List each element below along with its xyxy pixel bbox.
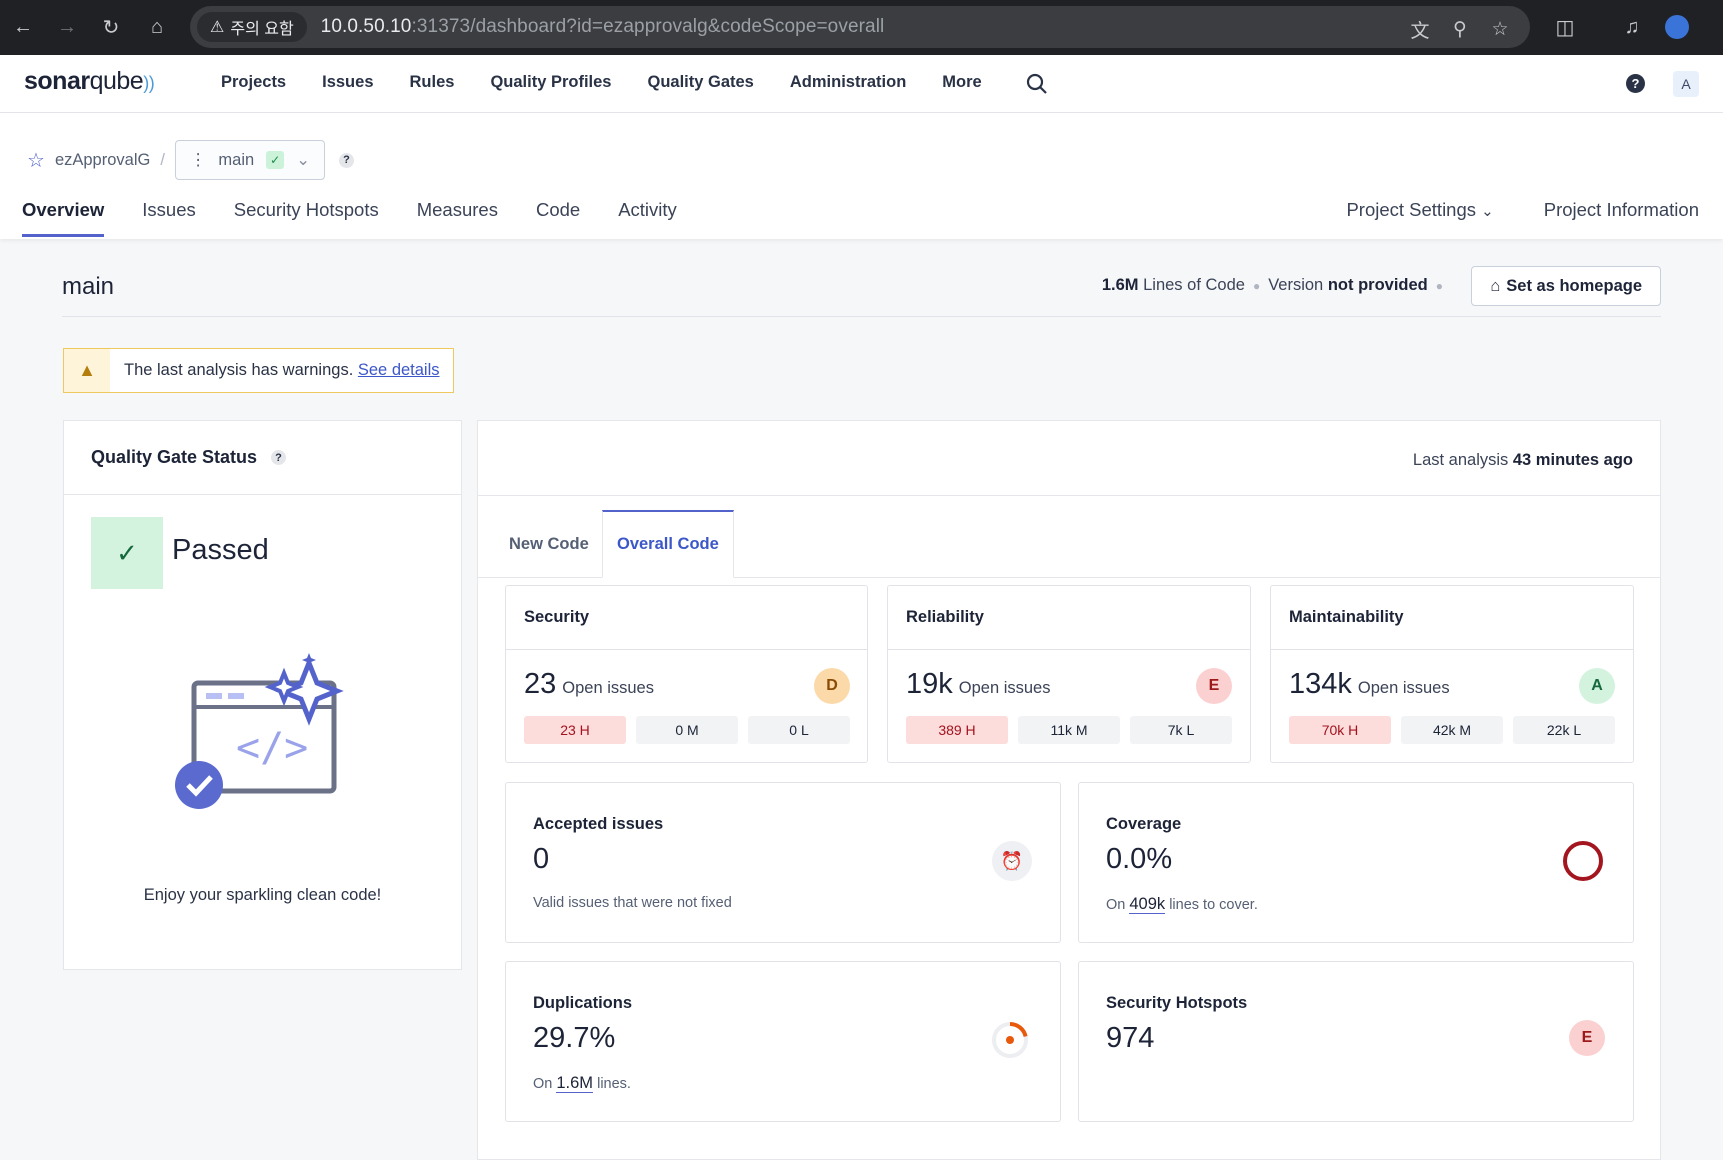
- project-meta: 1.6M Lines of Code ● Version not provide…: [1101, 276, 1443, 294]
- duplications-ring-icon: [992, 1022, 1028, 1058]
- nav-issues[interactable]: Issues: [322, 73, 374, 91]
- tab-measures[interactable]: Measures: [416, 199, 498, 220]
- reliability-card[interactable]: Reliability 19k Open issues E 389 H 11k M…: [887, 585, 1251, 763]
- branch-header: main 1.6M Lines of Code ● Version not pr…: [62, 263, 1661, 317]
- quality-gate-panel: Quality Gate Status? ✓ Passed </> Enjoy …: [63, 420, 462, 970]
- home-icon[interactable]: ⌂: [150, 15, 164, 38]
- passed-check-icon: ✓: [91, 517, 163, 589]
- maintainability-card[interactable]: Maintainability 134k Open issues A 70k H …: [1270, 585, 1634, 763]
- branch-icon: ⋮: [189, 151, 207, 169]
- avatar[interactable]: A: [1673, 71, 1699, 97]
- measures-panel: Last analysis 43 minutes ago New Code Ov…: [477, 420, 1661, 1160]
- high-severity-count[interactable]: 23 H: [524, 716, 626, 744]
- maintainability-rating-badge[interactable]: A: [1579, 668, 1615, 704]
- coverage-card[interactable]: Coverage 0.0% On 409k lines to cover.: [1078, 782, 1634, 943]
- accepted-issues-card[interactable]: Accepted issues 0 Valid issues that were…: [505, 782, 1061, 943]
- code-scope-tabs: New Code Overall Code: [478, 510, 1660, 578]
- media-icon[interactable]: ♫: [1624, 15, 1640, 38]
- duplicated-lines-link[interactable]: 1.6M: [556, 1074, 594, 1093]
- warning-icon: ⚠: [210, 19, 225, 36]
- address-bar[interactable]: ⚠ 주의 요함 10.0.50.10:31373/dashboard?id=eza…: [190, 6, 1530, 48]
- check-icon: ✓: [266, 151, 285, 169]
- sonarqube-logo[interactable]: sonarqube)): [24, 67, 155, 95]
- coverage-ring-icon: [1563, 841, 1603, 881]
- tab-overall-code[interactable]: Overall Code: [602, 510, 734, 578]
- nav-administration[interactable]: Administration: [789, 73, 907, 91]
- coverage-value[interactable]: 0.0%: [1106, 843, 1173, 875]
- reliability-rating-badge[interactable]: E: [1196, 668, 1232, 704]
- quality-gate-help-icon[interactable]: ?: [271, 450, 287, 465]
- branch-help-icon[interactable]: ?: [339, 152, 355, 168]
- search-icon[interactable]: [1026, 73, 1048, 100]
- low-severity-count[interactable]: 7k L: [1130, 716, 1232, 744]
- browser-toolbar: ← → ↻ ⌂ ⚠ 주의 요함 10.0.50.10:31373/dashboar…: [0, 0, 1723, 55]
- duplications-value[interactable]: 29.7%: [533, 1022, 616, 1054]
- logo-waves-icon: )): [143, 73, 155, 93]
- accepted-issues-value[interactable]: 0: [533, 843, 550, 875]
- project-name[interactable]: ezApprovalG: [54, 150, 151, 169]
- clean-code-illustration-icon: </>: [174, 653, 364, 828]
- nav-quality-profiles[interactable]: Quality Profiles: [490, 73, 612, 91]
- see-details-link[interactable]: See details: [357, 361, 440, 379]
- project-header: ☆ ezApprovalG / ⋮ main ✓ ⌄ ? Overview Is…: [0, 113, 1723, 239]
- security-hotspots-card[interactable]: Security Hotspots 974 E: [1078, 961, 1634, 1122]
- high-severity-count[interactable]: 70k H: [1289, 716, 1391, 744]
- chevron-down-icon: ⌄: [296, 151, 311, 169]
- security-hotspots-value[interactable]: 974: [1106, 1022, 1155, 1054]
- back-icon[interactable]: ←: [13, 15, 33, 38]
- nav-quality-gates[interactable]: Quality Gates: [647, 73, 754, 91]
- low-severity-count[interactable]: 22k L: [1513, 716, 1615, 744]
- medium-severity-count[interactable]: 0 M: [636, 716, 738, 744]
- url-text[interactable]: 10.0.50.10:31373/dashboard?id=ezapproval…: [320, 16, 885, 37]
- security-rating-badge[interactable]: D: [814, 668, 850, 704]
- nav-projects[interactable]: Projects: [221, 73, 287, 91]
- warning-icon: ▲: [64, 349, 110, 392]
- alarm-clock-icon: ⏰: [992, 841, 1032, 881]
- high-severity-count[interactable]: 389 H: [906, 716, 1008, 744]
- tab-issues[interactable]: Issues: [142, 199, 196, 220]
- home-icon: ⌂: [1490, 276, 1501, 295]
- nav-rules[interactable]: Rules: [409, 73, 455, 91]
- tab-code[interactable]: Code: [535, 199, 581, 220]
- hotspots-rating-badge[interactable]: E: [1569, 1020, 1605, 1056]
- tab-security-hotspots[interactable]: Security Hotspots: [233, 199, 379, 220]
- favorite-star-icon[interactable]: ☆: [27, 149, 45, 172]
- svg-text:</>: </>: [236, 725, 308, 771]
- help-icon[interactable]: ?: [1626, 74, 1645, 93]
- set-homepage-button[interactable]: ⌂ Set as homepage: [1471, 266, 1661, 306]
- zoom-icon[interactable]: ⚲: [1453, 18, 1467, 40]
- project-settings-menu[interactable]: Project Settings ⌄: [1346, 199, 1494, 220]
- duplications-card[interactable]: Duplications 29.7% On 1.6M lines.: [505, 961, 1061, 1122]
- last-analysis: Last analysis 43 minutes ago: [1412, 451, 1633, 469]
- bookmark-star-icon[interactable]: ☆: [1491, 18, 1509, 40]
- low-severity-count[interactable]: 0 L: [748, 716, 850, 744]
- medium-severity-count[interactable]: 42k M: [1401, 716, 1503, 744]
- page-title: main: [62, 273, 115, 300]
- nav-more[interactable]: More: [942, 73, 982, 91]
- tab-activity[interactable]: Activity: [618, 199, 677, 220]
- quality-gate-status: Passed: [172, 534, 269, 566]
- extensions-icon[interactable]: ◫: [1555, 16, 1575, 39]
- translate-icon[interactable]: 文: [1410, 20, 1430, 42]
- forward-icon[interactable]: →: [57, 15, 77, 38]
- tab-new-code[interactable]: New Code: [509, 534, 589, 553]
- top-navigation: sonarqube)) Projects Issues Rules Qualit…: [0, 55, 1723, 113]
- branch-selector[interactable]: ⋮ main ✓ ⌄: [174, 140, 326, 180]
- chevron-down-icon: ⌄: [1481, 203, 1494, 220]
- reload-icon[interactable]: ↻: [102, 16, 120, 39]
- medium-severity-count[interactable]: 11k M: [1018, 716, 1120, 744]
- quality-gate-message: Enjoy your sparkling clean code!: [143, 886, 382, 904]
- security-warning-chip[interactable]: ⚠ 주의 요함: [197, 12, 307, 42]
- lines-to-cover-link[interactable]: 409k: [1129, 895, 1166, 914]
- analysis-warning-banner: ▲ The last analysis has warnings. See de…: [63, 348, 454, 393]
- security-card[interactable]: Security 23 Open issues D 23 H 0 M 0 L: [505, 585, 868, 763]
- tab-overview[interactable]: Overview: [22, 199, 105, 237]
- project-information-link[interactable]: Project Information: [1543, 199, 1699, 220]
- quality-gate-title: Quality Gate Status: [91, 447, 258, 467]
- profile-icon[interactable]: [1662, 12, 1692, 42]
- branch-name: main: [218, 150, 255, 169]
